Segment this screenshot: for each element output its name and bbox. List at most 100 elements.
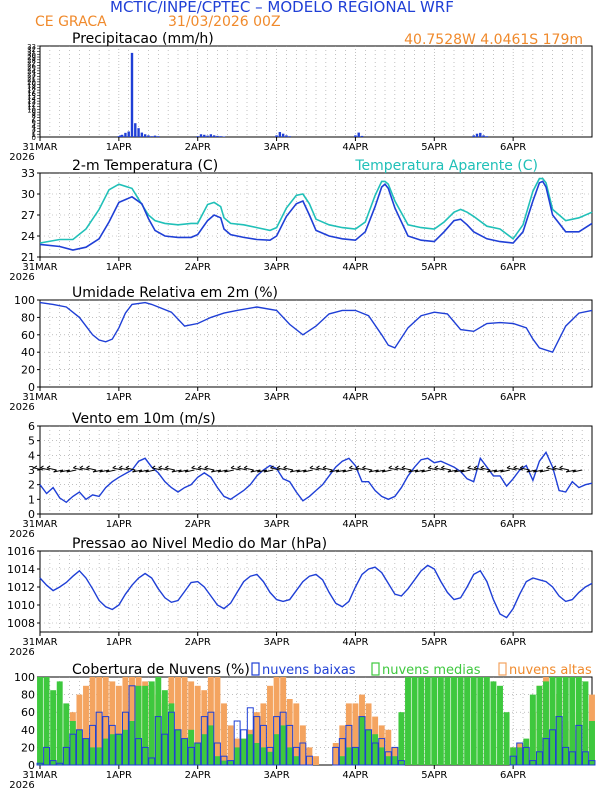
wind-arrow-head [178,469,182,473]
wind-arrow-head [86,465,90,469]
cloud-bar-nuvens-baixas [292,746,300,766]
wind-arrow-head [388,465,393,469]
wind-arrow [572,469,583,473]
legend-label: Temperatura Aparente (C) [354,158,538,174]
cloud-bar-nuvens-baixas [135,738,143,766]
cloud-bar-nuvens-medias [378,747,385,765]
cloud-bar-nuvens-medias [536,685,543,765]
x-tick-label: 6APR [500,770,526,781]
y-tick-label: 26 [27,62,36,70]
cloud-bar-nuvens-medias [115,734,122,765]
wind-arrow [263,469,274,473]
wind-arrow [329,469,340,473]
wind-arrow [460,469,471,473]
x-tick-label: 2APR [185,637,211,648]
y-tick-label: 6 [28,420,35,433]
cloud-bar-nuvens-baixas [391,746,399,766]
y-tick-label: 30 [27,51,36,59]
precip-bar [219,136,222,137]
y-tick-label: 3 [32,126,36,134]
wind-arrow-head [257,469,261,473]
cloud-bar-nuvens-baixas [522,746,530,766]
y-tick-label: 80 [21,689,35,702]
wind-arrow-head [40,465,44,469]
cloud-bar-nuvens-baixas [266,746,274,766]
wind-arrow-head [204,465,209,469]
cloud-bar-nuvens-medias [109,734,116,765]
wind-arrow [421,469,432,473]
y-tick-label: 1012 [7,581,35,594]
cloud-bar-nuvens-medias [418,677,425,765]
cloud-bar-nuvens-baixas [128,685,136,766]
y-tick-label: 100 [14,671,35,684]
legend-swatch [371,662,380,676]
wind-arrow [145,469,156,473]
y-tick-label: 20 [21,364,35,377]
precip-bar [199,134,203,137]
precip-bar [143,134,147,137]
wind-arrow-head [92,469,97,473]
x-tick-label: 2APR [185,142,211,153]
cloud-bar-nuvens-altas [280,677,287,765]
precip-bar [150,136,153,137]
wind-arrow [40,467,50,471]
cloud-bar-nuvens-medias [207,725,214,765]
wind-arrow-head [224,469,228,473]
wind-arrow-head [125,465,130,469]
cloud-bar-nuvens-medias [490,681,497,765]
wind-arrow-head [355,465,360,469]
x-tick-label: 31MAR [22,519,57,530]
wind-arrow [414,469,425,473]
y-tick-label: 31 [27,49,36,57]
x-tick-label: 6APR [500,392,526,403]
wind-arrow-head [500,469,504,473]
wind-arrow-head [335,469,340,473]
cloud-bar-nuvens-medias [148,681,155,765]
cloud-bar-nuvens-baixas [365,729,373,766]
main-title: MCTIC/INPE/CPTEC – MODELO REGIONAL WRF [110,0,454,16]
y-tick-label: 16 [27,90,36,98]
precip-bar [124,132,127,137]
cloud-bar-nuvens-medias [155,677,162,765]
x-tick-label: 31MAR [22,770,57,781]
cloud-bar-nuvens-medias [483,677,490,765]
wind-arrow-head [329,469,333,473]
cloud-bar-nuvens-medias [464,677,471,765]
cloud-bar-nuvens-baixas [575,724,583,766]
x-year-label: 2026 [9,529,34,540]
x-tick-label: 3APR [263,519,289,530]
wind-arrow [533,469,543,473]
y-tick-label: 20 [27,79,36,87]
wind-arrow-head [217,469,222,473]
cloud-bar-nuvens-baixas [371,742,379,766]
x-tick-label: 5APR [421,392,447,403]
cloud-bar-nuvens-baixas [43,746,51,766]
cloud-bar-nuvens-baixas [273,716,281,766]
cloud-bar-nuvens-baixas [82,738,90,766]
wind-arrow-head [342,469,347,473]
y-tick-label: 22 [27,73,36,81]
cloud-bar-nuvens-baixas [75,729,83,766]
wind-arrow-head [322,465,327,469]
precip-bar [209,134,213,137]
x-tick-label: 3APR [263,262,289,273]
cloud-bar-nuvens-medias [221,760,227,765]
x-tick-label: 4APR [342,142,368,153]
cloud-bar-nuvens-medias [562,677,569,765]
cloud-bar-nuvens-altas [201,690,208,765]
wind-arrow [467,467,478,471]
y-tick-label: 4 [32,123,37,131]
wind-arrow-head [151,465,156,469]
x-tick-label: 1APR [106,142,132,153]
cloud-bar-nuvens-medias [240,738,247,765]
cloud-bar-nuvens-baixas [36,762,44,766]
cloud-bar-nuvens-altas [385,729,392,765]
y-tick-label: 24 [27,68,36,76]
cloud-bar-nuvens-medias [76,729,83,765]
cloud-bar-nuvens-medias [451,677,457,765]
cloud-bar-nuvens-altas [221,703,227,765]
legend-label: nuvens baixas [262,663,356,678]
cloud-bar-nuvens-altas [214,677,221,765]
y-tick-label: 0 [28,381,35,394]
precip-bar [127,131,130,137]
